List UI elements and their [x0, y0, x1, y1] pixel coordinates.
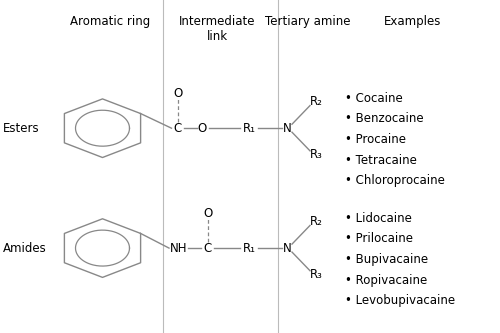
Text: • Benzocaine: • Benzocaine	[345, 112, 424, 126]
Text: R₁: R₁	[242, 122, 256, 135]
Text: • Cocaine: • Cocaine	[345, 92, 403, 105]
Text: Aromatic ring: Aromatic ring	[70, 15, 150, 28]
Text: O: O	[203, 206, 212, 220]
Text: C: C	[204, 241, 212, 255]
Text: R₁: R₁	[242, 241, 256, 255]
Text: R₃: R₃	[310, 268, 322, 281]
Text: • Prilocaine: • Prilocaine	[345, 232, 413, 245]
Text: • Lidocaine: • Lidocaine	[345, 211, 412, 225]
Text: Tertiary amine: Tertiary amine	[265, 15, 350, 28]
Text: NH: NH	[170, 241, 188, 255]
Text: • Tetracaine: • Tetracaine	[345, 154, 417, 167]
Text: R₃: R₃	[310, 148, 322, 162]
Text: O: O	[173, 87, 182, 100]
Text: R₂: R₂	[310, 215, 322, 228]
Text: R₂: R₂	[310, 95, 322, 108]
Text: Esters: Esters	[2, 122, 39, 135]
Text: O: O	[198, 122, 207, 135]
Text: • Chloroprocaine: • Chloroprocaine	[345, 174, 445, 187]
Text: N: N	[283, 241, 292, 255]
Text: • Bupivacaine: • Bupivacaine	[345, 253, 428, 266]
Text: Intermediate
link: Intermediate link	[179, 15, 256, 43]
Text: C: C	[174, 122, 182, 135]
Text: Amides: Amides	[2, 241, 46, 255]
Text: • Procaine: • Procaine	[345, 133, 406, 146]
Text: Examples: Examples	[384, 15, 441, 28]
Text: • Levobupivacaine: • Levobupivacaine	[345, 294, 455, 307]
Text: • Ropivacaine: • Ropivacaine	[345, 273, 427, 287]
Text: N: N	[283, 122, 292, 135]
